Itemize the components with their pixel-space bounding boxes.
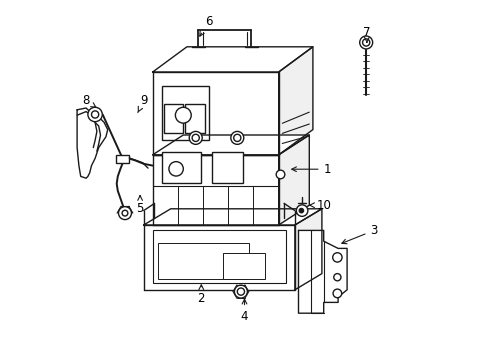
Circle shape (362, 39, 369, 46)
Bar (116, 155, 129, 163)
Polygon shape (152, 135, 309, 155)
Circle shape (296, 206, 305, 215)
Bar (158, 243, 248, 279)
Text: 4: 4 (240, 299, 248, 323)
Circle shape (237, 288, 244, 295)
Polygon shape (152, 47, 312, 72)
Text: 8: 8 (82, 94, 96, 107)
Polygon shape (143, 209, 321, 225)
Text: 7: 7 (363, 26, 370, 42)
Circle shape (189, 131, 202, 144)
Circle shape (168, 162, 183, 176)
Text: 9: 9 (138, 94, 147, 113)
Circle shape (122, 210, 127, 216)
Circle shape (333, 274, 340, 281)
Polygon shape (278, 47, 312, 155)
Circle shape (91, 111, 99, 118)
Circle shape (299, 208, 303, 213)
Text: 1: 1 (291, 163, 330, 176)
Bar (185, 104, 204, 133)
Circle shape (234, 285, 247, 298)
Polygon shape (152, 72, 278, 155)
Bar (163, 104, 183, 133)
Bar (162, 152, 201, 183)
Circle shape (233, 134, 241, 141)
Polygon shape (152, 155, 278, 225)
Polygon shape (298, 230, 346, 313)
Circle shape (88, 107, 102, 122)
Bar (152, 230, 285, 283)
Circle shape (359, 36, 372, 49)
Circle shape (192, 134, 199, 141)
Circle shape (276, 170, 284, 179)
Text: 10: 10 (309, 199, 330, 212)
Bar (223, 253, 264, 279)
Circle shape (175, 107, 191, 123)
Bar (162, 86, 208, 140)
Text: 3: 3 (341, 224, 377, 244)
Polygon shape (294, 209, 321, 290)
Circle shape (332, 289, 341, 298)
Polygon shape (77, 108, 107, 178)
Circle shape (332, 253, 342, 262)
Circle shape (230, 131, 244, 144)
Text: 2: 2 (197, 285, 204, 305)
Polygon shape (278, 135, 309, 225)
Bar (212, 152, 242, 183)
Text: 5: 5 (136, 195, 143, 215)
Circle shape (118, 207, 131, 220)
Circle shape (296, 205, 307, 216)
Polygon shape (143, 225, 294, 290)
Text: 6: 6 (200, 15, 212, 36)
